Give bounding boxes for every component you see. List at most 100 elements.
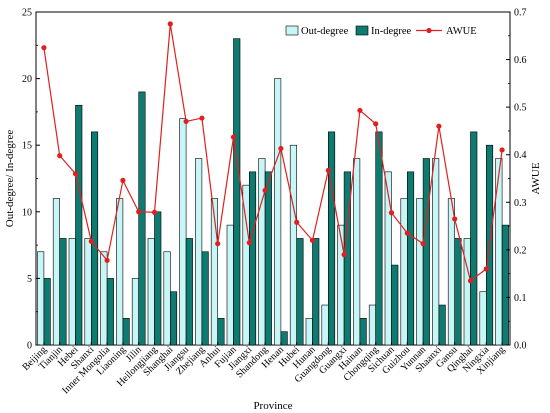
awue-point	[483, 266, 489, 272]
bar-out-degree	[416, 198, 424, 346]
bar-out-degree	[289, 144, 298, 346]
legend-swatch-out-degree	[285, 25, 299, 36]
y-axis-title-right: AWUE	[530, 162, 542, 194]
bar-out-degree	[274, 78, 282, 346]
bar-in-degree	[327, 131, 336, 346]
bar-in-degree	[138, 91, 146, 346]
left-tick-label: 25	[22, 8, 32, 19]
awue-point	[452, 216, 458, 222]
bar-in-degree	[249, 171, 257, 346]
awue-point	[183, 118, 189, 125]
left-tick-label: 20	[22, 74, 32, 85]
awue-line	[43, 23, 503, 282]
bar-in-degree	[154, 211, 162, 346]
awue-point	[499, 147, 505, 153]
awue-point	[341, 252, 347, 258]
awue-point	[294, 219, 300, 225]
legend-swatch-in-degree	[355, 25, 369, 36]
awue-point	[57, 153, 63, 159]
legend-label-in-degree: In-degree	[371, 26, 412, 37]
awue-point	[120, 177, 126, 183]
awue-point	[467, 278, 474, 284]
right-tick-label: 0.1	[514, 293, 527, 304]
bar-in-degree	[391, 264, 399, 346]
right-tick-label: 0.3	[514, 198, 527, 209]
awue-point	[88, 238, 94, 244]
left-tick-label: 10	[22, 207, 32, 218]
bar-in-degree	[217, 318, 225, 346]
bar-in-degree	[296, 238, 304, 346]
bar-out-degree	[52, 198, 61, 346]
bar-out-degree	[353, 158, 361, 346]
awue-point	[199, 115, 205, 121]
right-tick-label: 0.5	[514, 103, 527, 114]
bar-in-degree	[375, 131, 383, 346]
awue-point	[278, 145, 284, 152]
right-tick-label: 0.6	[514, 55, 527, 66]
awue-point	[262, 187, 268, 193]
bar-in-degree	[106, 278, 114, 346]
bar-in-degree	[91, 131, 99, 346]
bar-in-degree	[170, 291, 178, 346]
awue-point	[388, 210, 395, 216]
right-tick-label: 0.4	[514, 150, 527, 161]
bar-out-degree	[432, 158, 440, 346]
left-tick-label: 15	[22, 141, 32, 152]
bar-out-degree	[463, 238, 471, 346]
awue-point	[151, 209, 158, 215]
awue-point	[246, 240, 252, 246]
bar-in-degree	[406, 171, 415, 346]
bar-out-degree	[384, 171, 392, 346]
bar-out-degree	[400, 198, 408, 346]
bar-in-degree	[43, 278, 51, 346]
legend-label-out-degree: Out-degree	[301, 26, 349, 37]
bar-in-degree	[75, 104, 83, 346]
bar-out-degree	[179, 118, 187, 346]
bar-out-degree	[163, 251, 171, 346]
bar-in-degree	[233, 38, 241, 346]
awue-point	[404, 230, 410, 236]
y-axis-title-left: Out-degree/ In-degree	[4, 130, 16, 228]
bar-in-degree	[59, 238, 67, 346]
bar-out-degree	[479, 291, 487, 346]
bar-out-degree	[337, 224, 345, 346]
bar-in-degree	[438, 304, 446, 346]
awue-point	[136, 209, 142, 215]
bar-out-degree	[226, 224, 234, 346]
bar-in-degree	[470, 131, 478, 346]
bar-out-degree	[84, 238, 92, 346]
awue-point	[373, 121, 379, 127]
awue-point	[215, 241, 221, 247]
bar-in-degree	[280, 331, 288, 346]
bar-out-degree	[147, 238, 155, 346]
bar-out-degree	[368, 304, 377, 346]
legend-label-awue: AWUE	[446, 26, 477, 37]
awue-point	[104, 257, 110, 263]
awue-point	[72, 171, 79, 177]
bar-in-degree	[185, 238, 193, 346]
bar-out-degree	[321, 304, 329, 346]
awue-point	[420, 241, 426, 247]
awue-point	[325, 167, 331, 174]
bar-in-degree	[454, 238, 462, 346]
right-tick-label: 0.0	[514, 341, 527, 352]
bar-out-degree	[37, 251, 45, 346]
bar-out-degree	[131, 278, 139, 346]
bar-out-degree	[210, 198, 218, 346]
bar-in-degree	[264, 171, 272, 346]
awue-point	[41, 45, 47, 51]
awue-point	[357, 107, 363, 114]
awue-point	[230, 134, 237, 140]
legend-marker-awue	[426, 27, 432, 34]
awue-point	[167, 21, 173, 27]
awue-point	[309, 237, 316, 243]
right-tick-label: 0.7	[514, 8, 527, 19]
bar-out-degree	[68, 238, 76, 346]
x-axis-title: Province	[253, 400, 292, 412]
right-tick-label: 0.2	[514, 245, 527, 256]
awue-point	[436, 123, 442, 129]
bar-out-degree	[195, 158, 203, 346]
bar-in-degree	[312, 238, 320, 346]
